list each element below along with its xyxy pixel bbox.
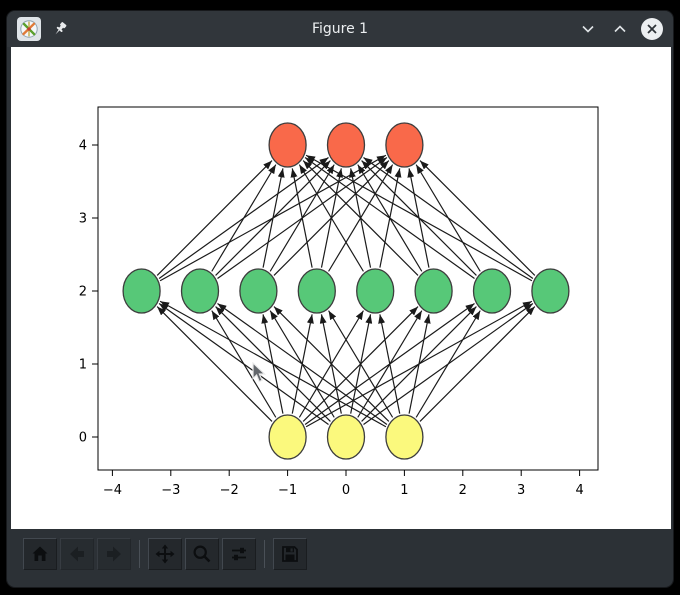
x-tick-label: 3	[517, 483, 525, 498]
output-layer-node	[268, 122, 307, 168]
maximize-button[interactable]	[609, 18, 631, 40]
output-layer-node	[326, 122, 366, 168]
x-tick-label: −2	[220, 483, 239, 498]
figure-canvas[interactable]: −4 −3 −2 −1 0 1 2 3 4 0 1 2 3 4	[11, 47, 671, 529]
toolbar-separator	[139, 540, 140, 568]
canvas-area: −4 −3 −2 −1 0 1 2 3 4 0 1 2 3 4	[7, 47, 673, 530]
pin-icon[interactable]	[51, 20, 69, 38]
output-layer-node	[385, 122, 424, 168]
network-edge	[158, 303, 329, 425]
window-title: Figure 1	[311, 21, 369, 37]
minimize-button[interactable]	[577, 18, 599, 40]
x-tick-label: 4	[575, 483, 583, 498]
home-icon	[32, 546, 48, 561]
x-tick-label: −3	[161, 483, 180, 498]
network-edge	[156, 160, 273, 276]
x-tick-label: −1	[278, 483, 297, 498]
network-edge	[273, 306, 390, 422]
network-edge	[298, 164, 364, 272]
back-arrow-icon	[70, 546, 84, 562]
app-icon[interactable]	[17, 17, 41, 41]
back-button[interactable]	[60, 538, 94, 570]
input-layer-node	[326, 414, 366, 460]
network-edge	[304, 157, 475, 279]
sliders-icon	[232, 547, 246, 561]
close-button[interactable]	[641, 18, 663, 40]
network-edge	[305, 154, 533, 282]
hidden-layer-node	[239, 268, 278, 314]
configure-subplots-button[interactable]	[222, 538, 256, 570]
hidden-layer-node	[180, 268, 220, 314]
close-x-icon	[647, 24, 657, 34]
zoom-magnifier-icon	[193, 545, 211, 563]
home-button[interactable]	[23, 538, 57, 570]
y-tick-label: 3	[79, 212, 87, 227]
network-edge	[408, 314, 431, 414]
hidden-layer-node	[122, 268, 161, 314]
toolbar-separator	[264, 540, 265, 568]
window-controls	[577, 18, 663, 40]
x-tick-label: 0	[342, 483, 350, 498]
hidden-layer-node	[414, 268, 453, 314]
y-tick-label: 0	[79, 431, 87, 446]
pan-button[interactable]	[148, 538, 182, 570]
y-tick-label: 2	[79, 285, 87, 300]
network-edge	[302, 160, 419, 276]
save-floppy-icon	[282, 546, 298, 562]
network-plot: −4 −3 −2 −1 0 1 2 3 4 0 1 2 3 4	[79, 106, 599, 498]
network-edge	[415, 310, 481, 418]
zoom-button[interactable]	[185, 538, 219, 570]
x-tick-label: 1	[400, 483, 408, 498]
forward-button[interactable]	[97, 538, 131, 570]
pushpin-glyph	[55, 22, 67, 35]
titlebar[interactable]: Figure 1	[7, 11, 673, 47]
network-edge	[378, 314, 401, 414]
network-edge	[156, 306, 273, 422]
network-edge	[363, 157, 534, 279]
matplotlib-tools-icon	[20, 20, 38, 38]
hidden-layer-node	[356, 268, 395, 314]
network-edge	[217, 303, 388, 425]
save-button[interactable]	[273, 538, 307, 570]
chevron-down-icon	[582, 25, 594, 33]
hidden-layer-node	[297, 268, 336, 314]
network-edge	[211, 164, 277, 272]
x-tick-label: −4	[103, 483, 122, 498]
network-edge	[328, 310, 394, 418]
network-edge	[159, 300, 387, 428]
network-edge	[290, 168, 313, 268]
input-layer-node	[268, 414, 307, 460]
x-tick-label: 2	[459, 483, 467, 498]
axes-frame	[97, 106, 599, 471]
network-edge	[262, 168, 285, 268]
figure-window: Figure 1	[6, 10, 674, 588]
forward-arrow-icon	[107, 546, 121, 562]
y-tick-label: 1	[79, 358, 87, 373]
network-edge	[419, 160, 536, 276]
input-layer-node	[385, 414, 424, 460]
navigation-toolbar	[7, 530, 673, 587]
chevron-up-icon	[614, 25, 626, 33]
hidden-layer-node	[531, 268, 570, 314]
pan-move-icon	[155, 544, 175, 564]
hidden-layer-node	[472, 268, 512, 314]
y-tick-label: 4	[79, 139, 87, 154]
network-edge	[419, 306, 536, 422]
